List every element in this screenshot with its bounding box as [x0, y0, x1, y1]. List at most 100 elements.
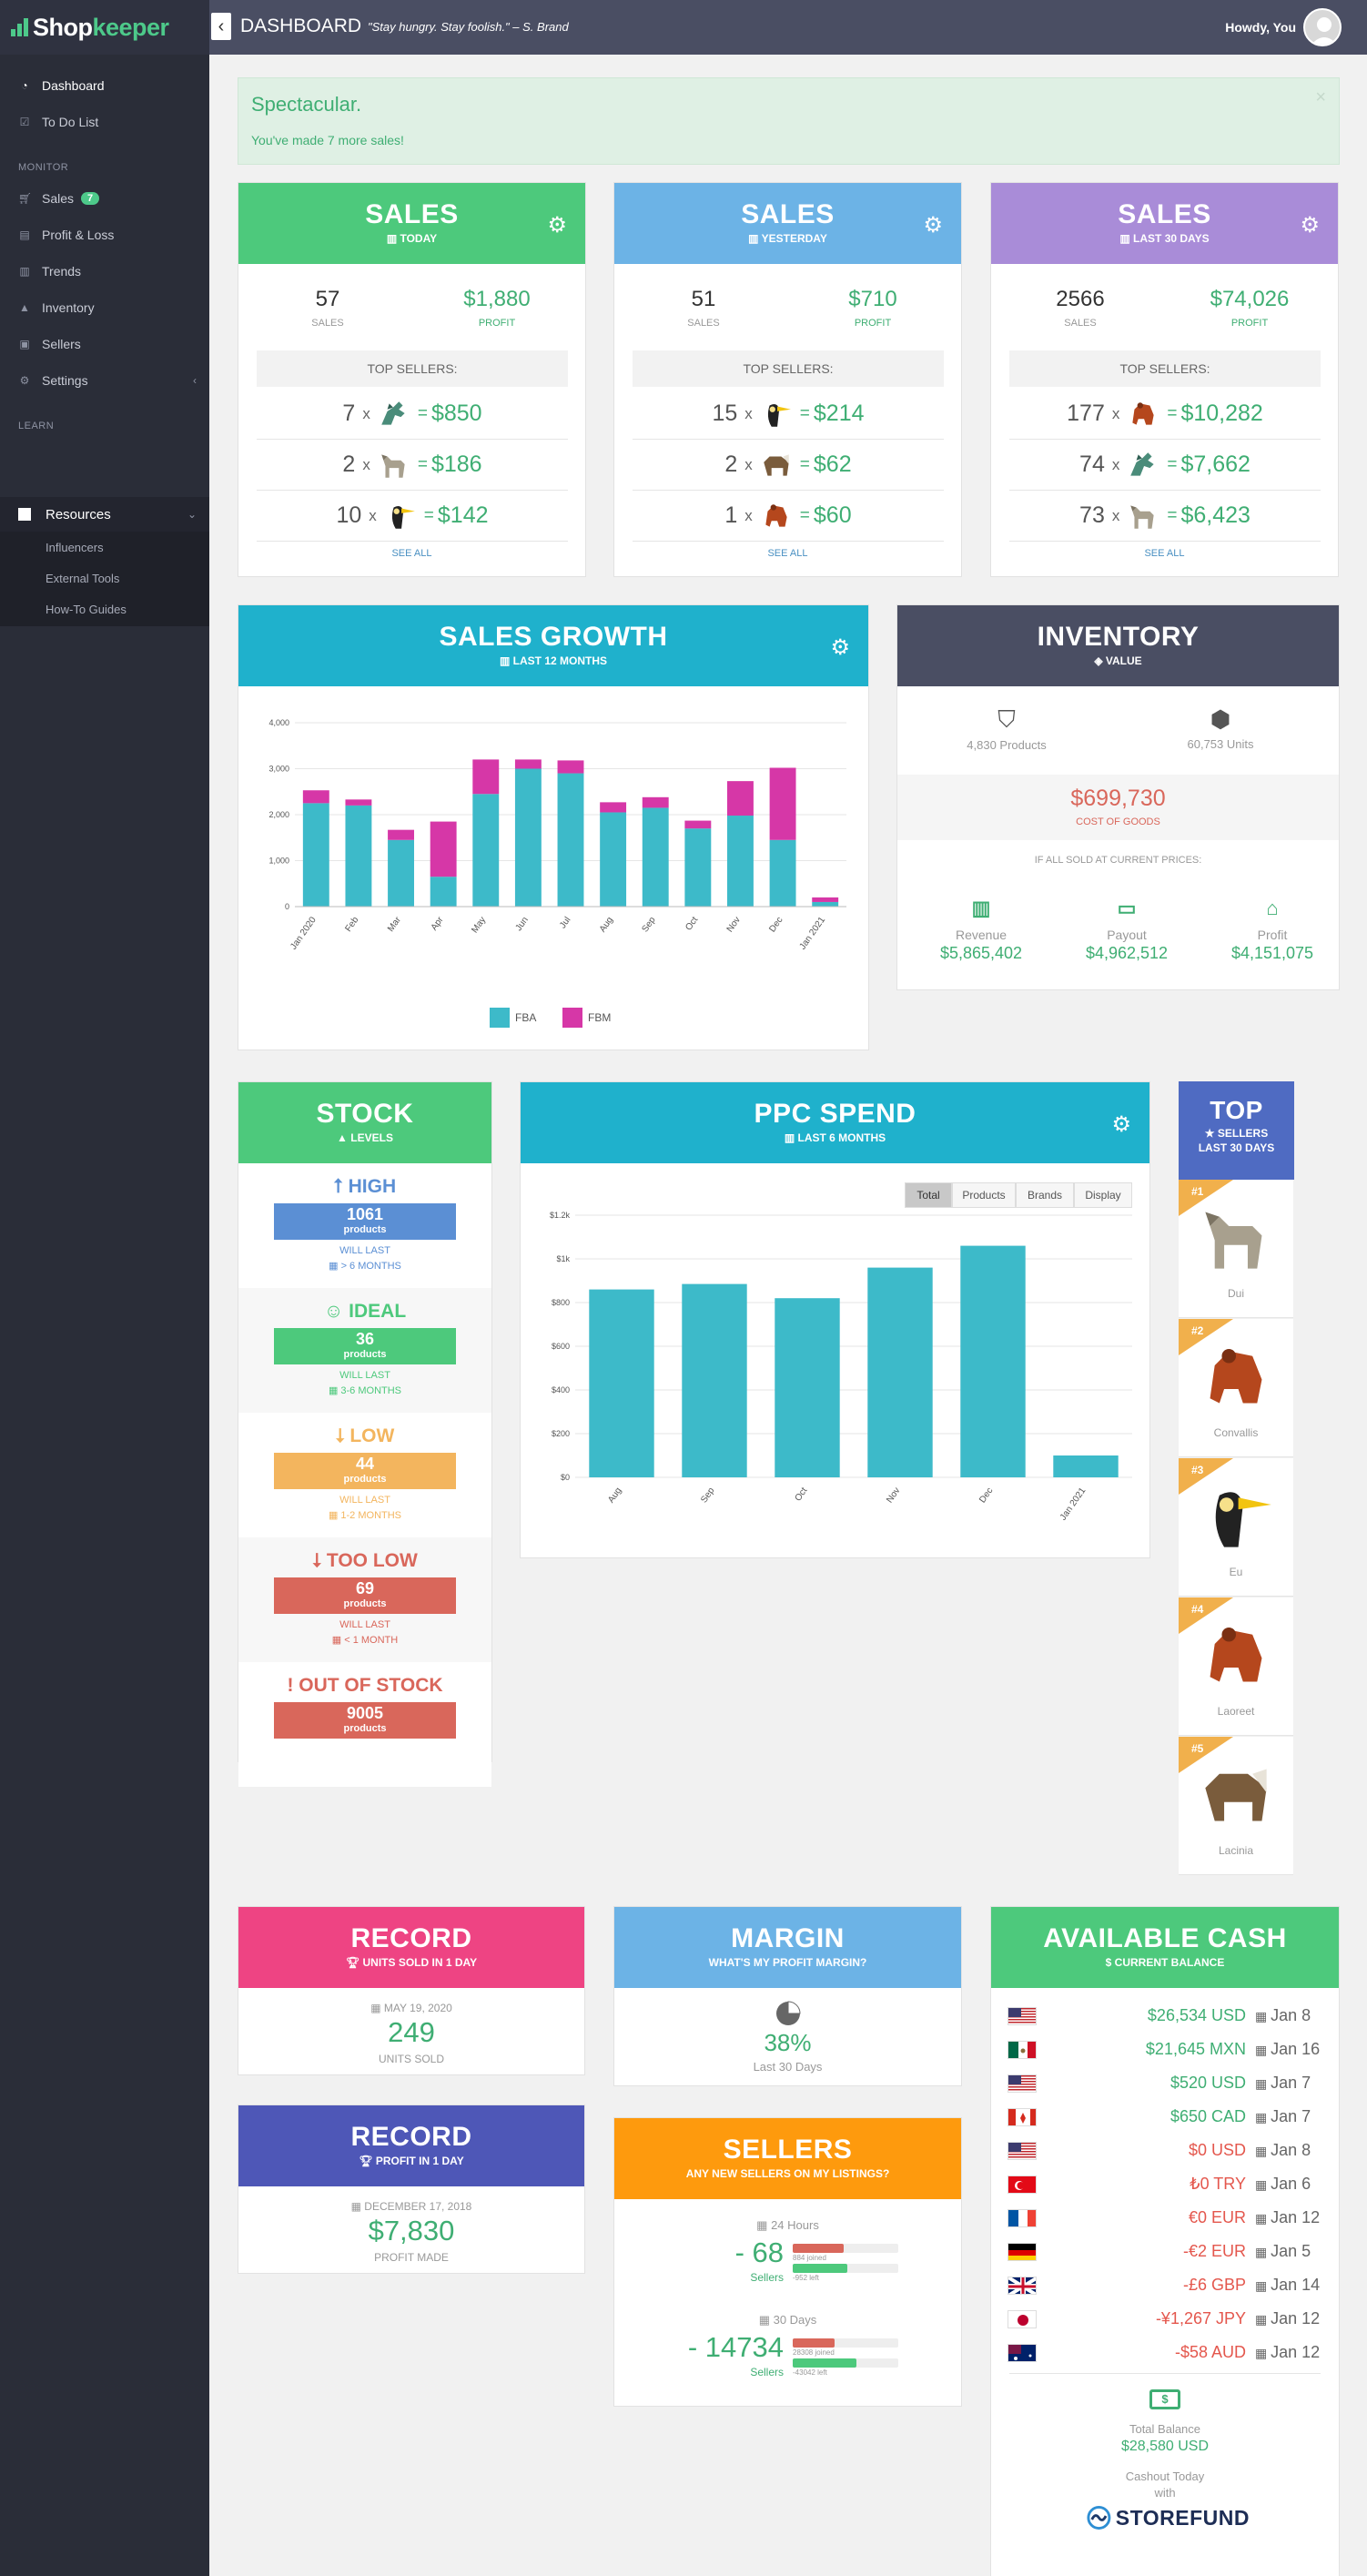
cash-row[interactable]: $520 USD ▦ Jan 7 — [991, 2071, 1339, 2098]
bar-fba[interactable] — [302, 803, 329, 907]
see-all-link[interactable]: SEE ALL — [391, 548, 432, 559]
ppc-bar[interactable] — [775, 1298, 840, 1477]
legend-swatch-fba[interactable] — [490, 1008, 510, 1028]
stock-level[interactable]: ! OUT OF STOCK 9005 products — [238, 1662, 491, 1787]
bar-fbm[interactable] — [769, 767, 796, 840]
gear-icon[interactable]: ⚙ — [1111, 1112, 1131, 1137]
top-seller-row[interactable]: 73 x = $6,423 — [1009, 491, 1321, 542]
gear-icon[interactable]: ⚙ — [1300, 213, 1320, 238]
gear-icon[interactable]: ⚙ — [830, 635, 850, 660]
bar-fba[interactable] — [600, 812, 627, 907]
cash-date-text: Jan 6 — [1271, 2175, 1311, 2193]
bar-fba[interactable] — [727, 816, 754, 907]
bar-fba[interactable] — [345, 805, 372, 907]
stock-level[interactable]: ⭡ HIGH 1061 products WILL LAST ▦ > 6 MONTHS — [238, 1163, 491, 1288]
cash-row[interactable]: -$58 AUD ▦ Jan 12 — [991, 2340, 1339, 2368]
stock-level[interactable]: ⭣ TOO LOW 69 products WILL LAST ▦ < 1 MONTH — [238, 1537, 491, 1662]
cash-row[interactable]: €0 EUR ▦ Jan 12 — [991, 2206, 1339, 2233]
top-seller-row[interactable]: 10 x = $142 — [257, 491, 568, 542]
tagline: "Stay hungry. Stay foolish." – S. Brand — [368, 20, 569, 34]
sidebar-item-trends[interactable]: ▥ Trends — [0, 253, 209, 289]
collapse-sidebar-button[interactable]: ‹ — [211, 13, 231, 40]
ppc-bar[interactable] — [682, 1283, 747, 1477]
bar-fbm[interactable] — [684, 820, 712, 829]
sidebar-item-inventory[interactable]: ▲ Inventory — [0, 289, 209, 326]
tab-display[interactable]: Display — [1074, 1182, 1132, 1208]
bar-fba[interactable] — [769, 839, 796, 907]
ppc-bar[interactable] — [1053, 1455, 1119, 1477]
bar-fbm[interactable] — [557, 760, 584, 774]
cash-row[interactable]: -€2 EUR ▦ Jan 5 — [991, 2239, 1339, 2267]
sidebar-item-resources[interactable]: Resources ⌄ — [0, 497, 209, 532]
bar-fba[interactable] — [472, 794, 500, 907]
tab-total[interactable]: Total — [905, 1182, 952, 1208]
sidebar-item-dashboard[interactable]: ◔ Dashboard — [0, 67, 209, 104]
avatar[interactable] — [1303, 8, 1342, 46]
cash-row[interactable]: $21,645 MXN ▦ Jan 16 — [991, 2037, 1339, 2064]
bar-fbm[interactable] — [514, 759, 542, 769]
gear-icon[interactable]: ⚙ — [547, 213, 567, 238]
sidebar-item-profit-loss[interactable]: ▤ Profit & Loss — [0, 217, 209, 253]
bar-fba[interactable] — [514, 768, 542, 908]
stock-card: STOCK ▲ LEVELS ⭡ HIGH 1061 products WILL LA… — [238, 1081, 492, 1787]
cash-row[interactable]: -£6 GBP ▦ Jan 14 — [991, 2273, 1339, 2300]
stock-level[interactable]: ⭣ LOW 44 products WILL LAST ▦ 1-2 MONTHS — [238, 1413, 491, 1537]
bar-fba[interactable] — [684, 828, 712, 907]
sidebar-item-influencers[interactable]: Influencers — [46, 541, 104, 554]
legend-swatch-fbm[interactable] — [562, 1008, 582, 1028]
top-seller-item[interactable]: #1 Dui — [1179, 1180, 1293, 1318]
top-seller-row[interactable]: 1 x = $60 — [633, 491, 944, 542]
greeting[interactable]: Howdy, You — [1225, 20, 1296, 35]
sidebar-item-sales[interactable]: 🛒︎ Sales 7 — [0, 180, 209, 217]
card-subtitle: ANY NEW SELLERS ON MY LISTINGS? — [685, 2167, 890, 2180]
top-seller-item[interactable]: #4 Laoreet — [1179, 1597, 1293, 1736]
bar-fbm[interactable] — [727, 781, 754, 816]
cash-row[interactable]: ₺0 TRY ▦ Jan 6 — [991, 2172, 1339, 2199]
stock-level[interactable]: ☺ IDEAL 36 products WILL LAST ▦ 3-6 MONTHS — [238, 1288, 491, 1413]
top-seller-row[interactable]: 177 x = $10,282 — [1009, 389, 1321, 440]
bar-fba[interactable] — [430, 877, 457, 907]
sidebar-item-external-tools[interactable]: External Tools — [46, 572, 120, 585]
bar-fbm[interactable] — [472, 759, 500, 795]
bar-fbm[interactable] — [600, 802, 627, 813]
sidebar-item-sellers[interactable]: ▣ Sellers — [0, 326, 209, 362]
bar-fbm[interactable] — [812, 897, 839, 902]
top-seller-row[interactable]: 2 x = $186 — [257, 440, 568, 491]
ppc-bar[interactable] — [589, 1289, 654, 1477]
bar-fba[interactable] — [388, 839, 414, 907]
sidebar-item-settings[interactable]: ⚙ Settings ‹ — [0, 362, 209, 399]
bar-fbm[interactable] — [388, 829, 414, 840]
cash-row[interactable]: $26,534 USD ▦ Jan 8 — [991, 2003, 1339, 2031]
bar-chart-icon: ▥ — [971, 897, 991, 919]
gear-icon[interactable]: ⚙ — [923, 213, 943, 238]
bar-fba[interactable] — [812, 901, 839, 907]
product-image — [1215, 1492, 1271, 1547]
cash-row[interactable]: $650 CAD ▦ Jan 7 — [991, 2104, 1339, 2132]
top-seller-item[interactable]: #3 Eu — [1179, 1458, 1293, 1597]
close-icon[interactable]: × — [1315, 87, 1326, 107]
top-seller-row[interactable]: 74 x = $7,662 — [1009, 440, 1321, 491]
see-all-link[interactable]: SEE ALL — [1144, 548, 1185, 559]
cash-row[interactable]: -¥1,267 JPY ▦ Jan 12 — [991, 2307, 1339, 2334]
bar-fbm[interactable] — [345, 799, 372, 806]
sidebar-item-how-to-guides[interactable]: How-To Guides — [46, 603, 127, 616]
bar-fbm[interactable] — [430, 821, 457, 877]
bar-fbm[interactable] — [302, 790, 329, 804]
bar-fba[interactable] — [642, 807, 669, 907]
ppc-bar[interactable] — [960, 1245, 1026, 1477]
bar-fba[interactable] — [557, 773, 584, 907]
top-seller-row[interactable]: 15 x = $214 — [633, 389, 944, 440]
storefund-logo[interactable]: STOREFUND — [1086, 2502, 1250, 2533]
logo[interactable]: Shopkeeper — [0, 0, 209, 55]
top-seller-row[interactable]: 7 x = $850 — [257, 389, 568, 440]
top-seller-row[interactable]: 2 x = $62 — [633, 440, 944, 491]
tab-brands[interactable]: Brands — [1016, 1182, 1074, 1208]
see-all-link[interactable]: SEE ALL — [767, 548, 808, 559]
ppc-bar[interactable] — [867, 1267, 933, 1477]
sidebar-item-todo[interactable]: ☑ To Do List — [0, 104, 209, 140]
tab-products[interactable]: Products — [952, 1182, 1016, 1208]
cash-row[interactable]: $0 USD ▦ Jan 8 — [991, 2138, 1339, 2165]
top-seller-item[interactable]: #5 Lacinia — [1179, 1737, 1293, 1875]
bar-fbm[interactable] — [642, 796, 669, 808]
top-seller-item[interactable]: #2 Convallis — [1179, 1319, 1293, 1457]
